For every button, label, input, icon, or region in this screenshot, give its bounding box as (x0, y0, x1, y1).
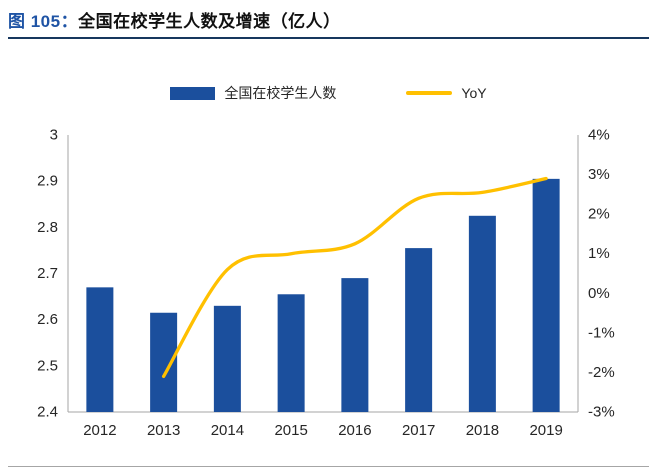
right-axis-tick-label: -2% (588, 364, 615, 381)
x-axis-label: 2013 (147, 422, 180, 439)
bottom-divider (8, 466, 649, 467)
x-axis-label: 2015 (274, 422, 307, 439)
left-axis-tick-label: 3 (50, 127, 58, 144)
bar-2016 (341, 278, 369, 412)
right-axis-tick-label: -3% (588, 404, 615, 421)
x-axis-label: 2012 (83, 422, 116, 439)
left-axis-tick-label: 2.9 (37, 173, 58, 190)
bar-2014 (213, 305, 241, 412)
figure-title: 全国在校学生人数及增速（亿人） (78, 12, 341, 31)
right-axis-tick-label: 0% (588, 285, 610, 302)
left-axis-tick-label: 2.5 (37, 357, 58, 374)
x-axis-label: 2016 (338, 422, 371, 439)
bar-2012 (86, 287, 114, 412)
chart-legend: 全国在校学生人数 YoY (0, 83, 657, 103)
right-axis-tick-label: -1% (588, 324, 615, 341)
right-axis-tick-label: 4% (588, 127, 610, 144)
right-axis-tick-label: 1% (588, 245, 610, 262)
figure-header: 图 105：全国在校学生人数及增速（亿人） (0, 0, 657, 32)
legend-item-students: 全国在校学生人数 (170, 83, 336, 103)
yoy-line (161, 176, 548, 379)
bar-2017 (405, 248, 433, 412)
bar-swatch-icon (170, 86, 216, 100)
title-underline (8, 37, 649, 39)
bar-2018 (468, 215, 496, 412)
left-axis-tick-label: 2.6 (37, 311, 58, 328)
bar-2019 (532, 178, 560, 412)
x-axis-label: 2017 (402, 422, 435, 439)
legend-label-students: 全国在校学生人数 (224, 85, 337, 101)
legend-item-yoy: YoY (406, 85, 487, 101)
left-axis-tick-label: 2.8 (37, 219, 58, 236)
right-axis-tick-label: 3% (588, 166, 610, 183)
figure-number: 图 105： (8, 12, 79, 31)
right-axis-tick-label: 2% (588, 206, 610, 223)
x-axis-label: 2018 (466, 422, 499, 439)
bar-2015 (277, 294, 305, 412)
x-axis-label: 2014 (211, 422, 244, 439)
left-axis-tick-label: 2.7 (37, 265, 58, 282)
left-axis-tick-label: 2.4 (37, 404, 58, 421)
line-swatch-icon (406, 91, 453, 95)
legend-label-yoy: YoY (461, 85, 487, 101)
x-axis-label: 2019 (529, 422, 562, 439)
combo-chart-plot: 3 2.9 2.8 2.7 2.6 2.5 2.4 4% 3% 2% 1% 0% -1% -2% -3% 20… (37, 127, 615, 440)
